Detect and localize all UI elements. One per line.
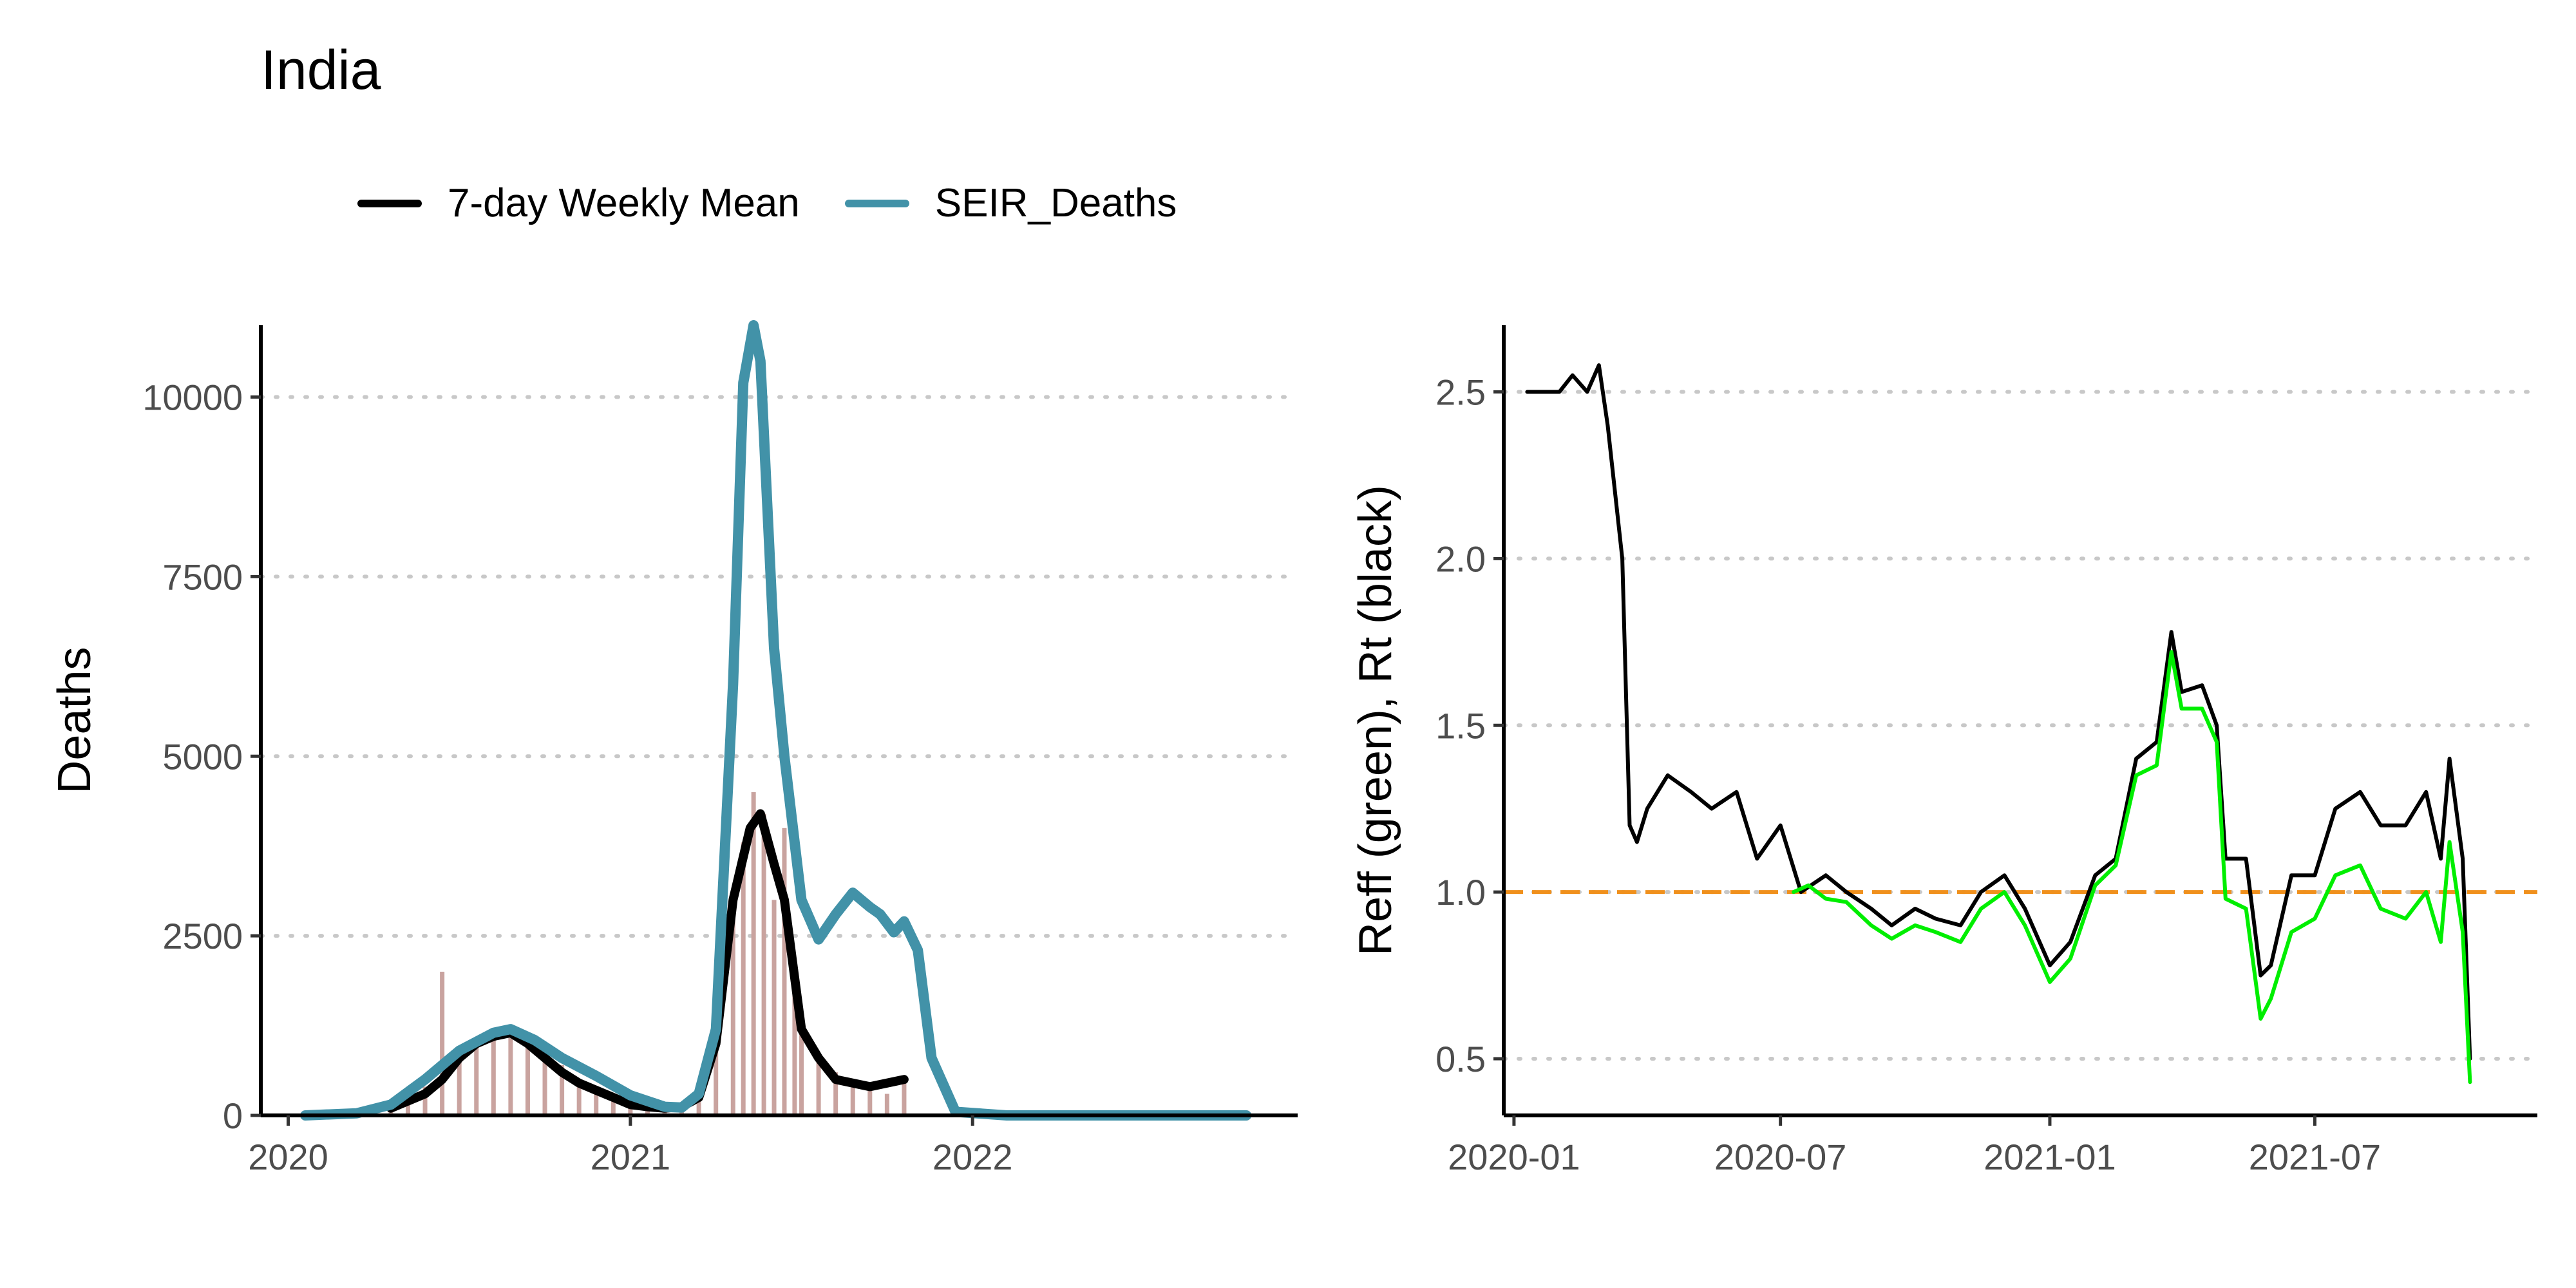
daily-death-bar	[730, 914, 735, 1115]
daily-death-bar	[457, 1050, 462, 1115]
daily-death-bar	[751, 792, 756, 1115]
seir-deaths-line	[300, 320, 1252, 1121]
reff-line	[1792, 650, 2472, 1084]
daily-death-bar	[405, 1097, 410, 1115]
daily-death-bar	[884, 1094, 889, 1115]
legend-label-seir-deaths: SEIR_Deaths	[934, 181, 1177, 225]
daily-death-bar	[816, 1057, 821, 1115]
y-tick-label: 10000	[142, 377, 243, 418]
daily-death-bar	[542, 1057, 547, 1115]
7-day-weekly-mean-line	[386, 809, 909, 1113]
daily-death-bar	[525, 1043, 530, 1115]
daily-death-bar	[714, 1043, 719, 1115]
y-tick-label: 0	[223, 1095, 243, 1136]
daily-death-bar	[902, 1079, 907, 1115]
daily-death-bar	[594, 1086, 599, 1115]
daily-death-bar	[422, 1086, 428, 1115]
daily-death-bar	[799, 1029, 804, 1115]
deaths-panel: 0 2500 5000 7500 10000 2020 2021 2022 Deaths	[49, 320, 1300, 1177]
y-tick-label: 7500	[162, 556, 243, 597]
x-tick-label: 2021-07	[2249, 1137, 2382, 1177]
y-tick-label: 2.5	[1435, 372, 1486, 413]
y-tick-label: 2.0	[1435, 538, 1486, 579]
legend-item-weekly-mean: 7-day Weekly Mean	[357, 180, 800, 226]
legend-key-seir-deaths	[844, 199, 909, 207]
legend: 7-day Weekly Mean SEIR_Deaths	[357, 180, 1222, 226]
legend-label-weekly-mean: 7-day Weekly Mean	[448, 181, 800, 225]
x-tick-label: 2021	[591, 1137, 671, 1177]
daily-death-bar	[440, 971, 445, 1115]
x-tick-label: 2020	[248, 1137, 328, 1177]
legend-item-seir-deaths: SEIR_Deaths	[844, 180, 1177, 226]
daily-death-bar	[833, 1072, 838, 1115]
rt-line	[1525, 363, 2472, 1061]
daily-death-bar	[850, 1079, 855, 1115]
daily-death-bar	[560, 1065, 565, 1115]
daily-death-bar	[867, 1086, 873, 1115]
daily-death-bar	[474, 1043, 479, 1115]
y-tick-label: 5000	[162, 736, 243, 777]
chart-title: India	[261, 39, 381, 101]
y-axis-title: Reff (green), Rt (black)	[1350, 485, 1401, 956]
daily-death-bar	[761, 813, 766, 1115]
daily-death-bar	[792, 971, 797, 1115]
y-tick-label: 2500	[162, 916, 243, 956]
x-tick-label: 2022	[933, 1137, 1013, 1177]
x-tick-label: 2021-01	[1984, 1137, 2116, 1177]
daily-death-bar	[741, 842, 746, 1115]
y-tick-label: 1.0	[1435, 872, 1486, 913]
daily-death-bar	[508, 1029, 513, 1115]
daily-death-bar	[576, 1079, 582, 1115]
daily-death-bar	[491, 1036, 496, 1115]
daily-death-bar	[696, 1097, 701, 1115]
reff-panel: 0.5 1.0 1.5 2.0 2.5 2020-01 2020-07 2021-01 2021…	[1350, 325, 2539, 1177]
x-tick-label: 2020-07	[1714, 1137, 1847, 1177]
daily-death-bar	[782, 828, 787, 1115]
y-tick-label: 0.5	[1435, 1039, 1486, 1079]
y-axis-title: Deaths	[49, 647, 100, 793]
legend-key-weekly-mean	[357, 199, 422, 207]
y-tick-label: 1.5	[1435, 705, 1486, 746]
daily-death-bar	[772, 900, 777, 1115]
x-tick-label: 2020-01	[1448, 1137, 1580, 1177]
daily-death-bar	[611, 1094, 616, 1115]
